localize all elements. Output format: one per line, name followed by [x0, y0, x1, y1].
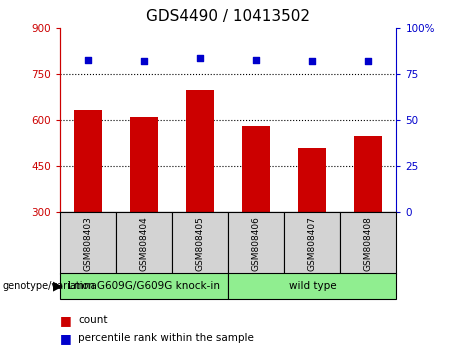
Point: [309, 59, 316, 64]
Text: GSM808408: GSM808408: [364, 216, 373, 271]
Bar: [298, 148, 326, 212]
Bar: [284, 212, 340, 274]
Title: GDS4490 / 10413502: GDS4490 / 10413502: [146, 9, 310, 24]
Point: [140, 59, 148, 64]
Text: count: count: [78, 315, 108, 325]
Bar: [242, 126, 270, 212]
Text: ▶: ▶: [53, 280, 63, 292]
Bar: [228, 212, 284, 274]
Bar: [74, 110, 102, 212]
Bar: [130, 117, 158, 212]
Bar: [116, 212, 172, 274]
Point: [253, 57, 260, 62]
Text: GSM808407: GSM808407: [308, 216, 317, 271]
Text: GSM808405: GSM808405: [195, 216, 205, 271]
Point: [84, 57, 92, 62]
Bar: [60, 212, 116, 274]
Text: genotype/variation: genotype/variation: [2, 281, 95, 291]
Point: [196, 55, 204, 61]
Text: GSM808406: GSM808406: [252, 216, 261, 271]
Text: wild type: wild type: [289, 281, 336, 291]
Text: GSM808404: GSM808404: [140, 216, 148, 271]
Text: GSM808403: GSM808403: [83, 216, 93, 271]
Bar: [60, 273, 228, 299]
Point: [365, 59, 372, 64]
Bar: [228, 273, 396, 299]
Text: LmnaG609G/G609G knock-in: LmnaG609G/G609G knock-in: [68, 281, 220, 291]
Text: ■: ■: [60, 314, 71, 327]
Bar: [172, 212, 228, 274]
Bar: [186, 90, 214, 212]
Text: percentile rank within the sample: percentile rank within the sample: [78, 333, 254, 343]
Bar: [340, 212, 396, 274]
Text: ■: ■: [60, 332, 71, 344]
Bar: [355, 136, 383, 212]
